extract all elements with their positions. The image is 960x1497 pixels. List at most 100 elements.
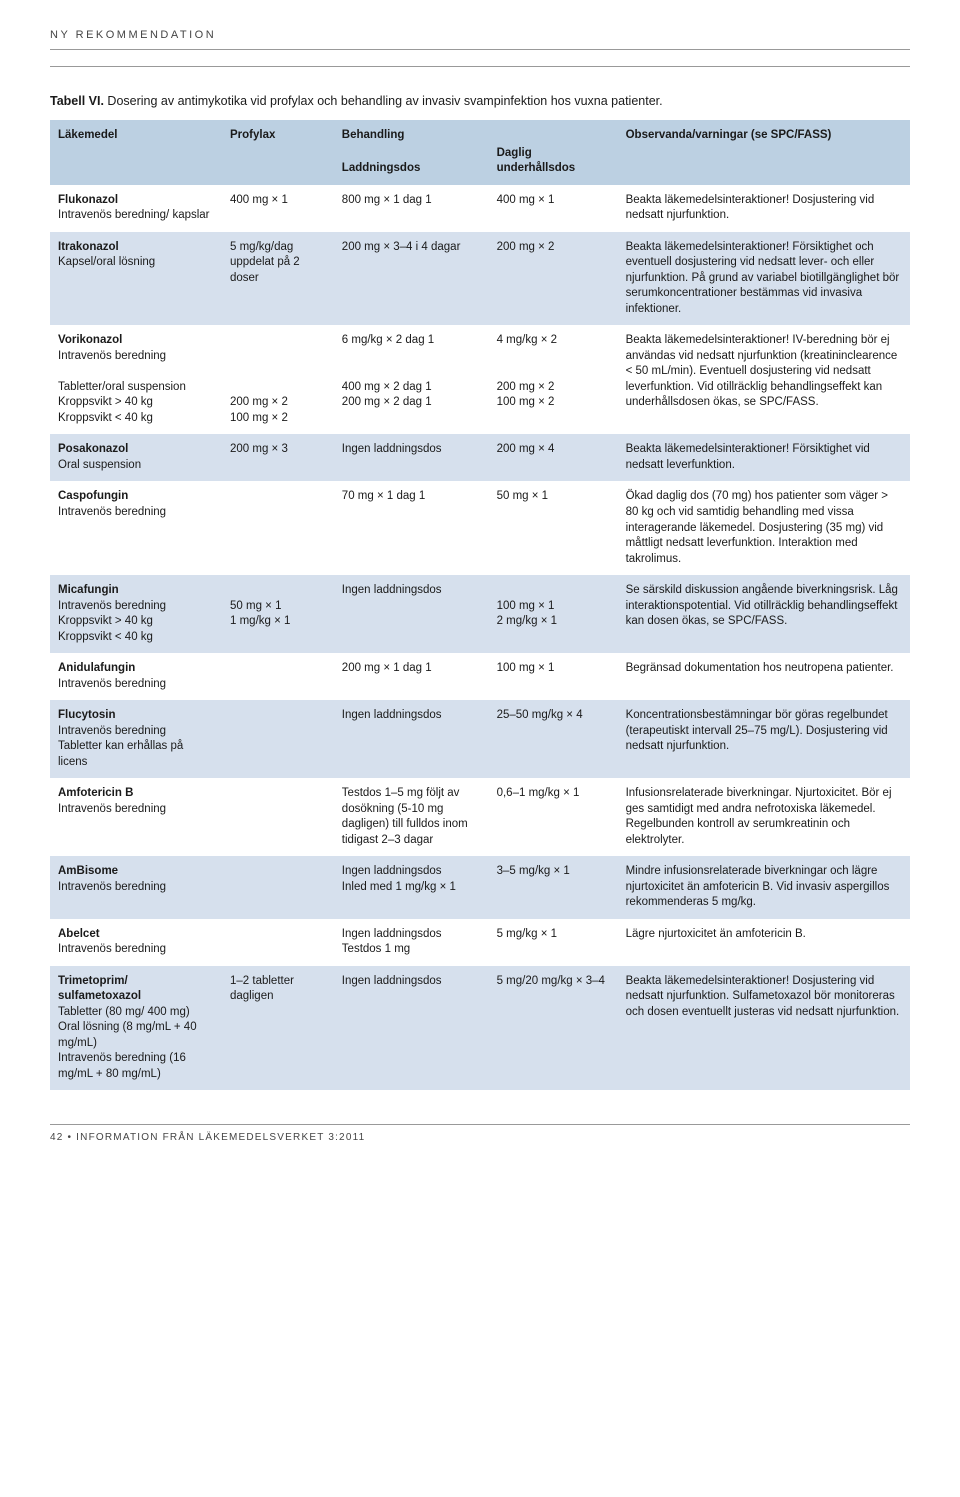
drug-name: Flukonazol — [58, 194, 118, 206]
cell-laddning: 70 mg × 1 dag 1 — [334, 481, 489, 575]
cell-obs: Begränsad dokumentation hos neutropena p… — [618, 653, 910, 700]
drug-name: AmBisome — [58, 865, 118, 877]
cell-drug: MicafunginIntravenös beredningKroppsvikt… — [50, 575, 222, 653]
cell-laddning: 200 mg × 1 dag 1 — [334, 653, 489, 700]
cell-laddning: Ingen laddningsdosTestdos 1 mg — [334, 919, 489, 966]
cell-underhall: 100 mg × 12 mg/kg × 1 — [489, 575, 618, 653]
cell-drug: Amfotericin B Intravenös beredning — [50, 778, 222, 856]
cell-obs: Beakta läkemedelsinteraktioner! Försikti… — [618, 434, 910, 481]
caption-text: Dosering av antimykotika vid profylax oc… — [104, 94, 663, 108]
cell-profylax: 1–2 tabletter dagligen — [222, 966, 334, 1091]
table-row: AmBisome Intravenös beredning Ingen laddni… — [50, 856, 910, 919]
cell-laddning: 6 mg/kg × 2 dag 1400 mg × 2 dag 1200 mg … — [334, 325, 489, 434]
table-row: Posakonazol Oral suspension 200 mg × 3Inge… — [50, 434, 910, 481]
th-obs: Observanda/varningar (se SPC/FASS) — [618, 120, 910, 185]
drug-name: Caspofungin — [58, 490, 128, 502]
drug-name: Posakonazol — [58, 443, 128, 455]
drug-sub: Intravenös beredning — [58, 803, 166, 815]
cell-obs: Beakta läkemedelsinteraktioner! Försikti… — [618, 232, 910, 326]
th-behandling: Behandling Laddningsdos — [334, 120, 489, 185]
cell-underhall: 200 mg × 4 — [489, 434, 618, 481]
cell-underhall: 100 mg × 1 — [489, 653, 618, 700]
th-behandling-top: Behandling — [342, 128, 481, 144]
drug-sub: Intravenös beredning — [58, 943, 166, 955]
table-row: Flucytosin Intravenös beredningTabletter … — [50, 700, 910, 778]
drug-sub: Oral suspension — [58, 459, 141, 471]
drug-sub: Intravenös beredningTabletter kan erhåll… — [58, 725, 183, 768]
table-row: Anidulafungin Intravenös beredning 200 mg … — [50, 653, 910, 700]
cell-laddning: Ingen laddningsdosInled med 1 mg/kg × 1 — [334, 856, 489, 919]
cell-underhall: 200 mg × 2 — [489, 232, 618, 326]
drug-name: Trimetoprim/sulfametoxazol — [58, 975, 141, 1003]
cell-obs: Beakta läkemedelsinteraktioner! IV-bered… — [618, 325, 910, 434]
table-caption: Tabell VI. Dosering av antimykotika vid … — [50, 93, 910, 110]
table-row: Amfotericin B Intravenös beredning Testdos… — [50, 778, 910, 856]
cell-drug: Flukonazol Intravenös beredning/ kapslar — [50, 185, 222, 232]
drug-name: Itrakonazol — [58, 241, 119, 253]
cell-underhall: 25–50 mg/kg × 4 — [489, 700, 618, 778]
running-header: NY REKOMMENDATION — [50, 28, 910, 50]
drug-name: Flucytosin — [58, 709, 116, 721]
drug-sub: Intravenös beredningKroppsvikt > 40 kgKr… — [58, 600, 166, 643]
th-daily: Daglig underhållsdos — [489, 120, 618, 185]
drug-sub: Intravenös beredning — [58, 506, 166, 518]
cell-drug: Vorikonazol Intravenös beredningTabletter… — [50, 325, 222, 434]
divider — [50, 66, 910, 67]
cell-underhall: 5 mg/kg × 1 — [489, 919, 618, 966]
drug-sub: Intravenös beredningTabletter/oral suspe… — [58, 350, 186, 424]
cell-obs: Beakta läkemedelsinteraktioner! Dosjuste… — [618, 966, 910, 1091]
cell-laddning: Ingen laddningsdos — [334, 966, 489, 1091]
cell-obs: Mindre infusionsrelaterade biverkningar … — [618, 856, 910, 919]
cell-profylax — [222, 856, 334, 919]
cell-profylax — [222, 653, 334, 700]
cell-underhall: 0,6–1 mg/kg × 1 — [489, 778, 618, 856]
cell-obs: Lägre njurtoxicitet än amfotericin B. — [618, 919, 910, 966]
drug-sub: Intravenös beredning/ kapslar — [58, 209, 210, 221]
table-row: Flukonazol Intravenös beredning/ kapslar 4… — [50, 185, 910, 232]
drug-name: Amfotericin B — [58, 787, 133, 799]
drug-sub: Kapsel/oral lösning — [58, 256, 155, 268]
cell-obs: Infusionsrelaterade biverkningar. Njurto… — [618, 778, 910, 856]
cell-obs: Koncentrationsbestämningar bör göras reg… — [618, 700, 910, 778]
cell-laddning: Ingen laddningsdos — [334, 575, 489, 653]
caption-label: Tabell VI. — [50, 94, 104, 108]
th-behandling-bottom: Laddningsdos — [342, 161, 481, 177]
cell-drug: Abelcet Intravenös beredning — [50, 919, 222, 966]
cell-profylax — [222, 919, 334, 966]
th-drug: Läkemedel — [50, 120, 222, 185]
drug-name: Abelcet — [58, 928, 100, 940]
cell-underhall: 400 mg × 1 — [489, 185, 618, 232]
drug-name: Vorikonazol — [58, 334, 122, 346]
cell-underhall: 3–5 mg/kg × 1 — [489, 856, 618, 919]
cell-laddning: Ingen laddningsdos — [334, 434, 489, 481]
drug-name: Anidulafungin — [58, 662, 135, 674]
cell-laddning: Testdos 1–5 mg följt av dosökning (5-10 … — [334, 778, 489, 856]
table-row: ItrakonazolKapsel/oral lösning5 mg/kg/da… — [50, 232, 910, 326]
cell-drug: AmBisome Intravenös beredning — [50, 856, 222, 919]
cell-profylax: 400 mg × 1 — [222, 185, 334, 232]
table-row: MicafunginIntravenös beredningKroppsvikt… — [50, 575, 910, 653]
table-row: Trimetoprim/sulfametoxazolTabletter (80 … — [50, 966, 910, 1091]
cell-laddning: 800 mg × 1 dag 1 — [334, 185, 489, 232]
cell-profylax: 50 mg × 11 mg/kg × 1 — [222, 575, 334, 653]
cell-drug: Itrakonazol Kapsel/oral lösning — [50, 232, 222, 326]
cell-profylax — [222, 700, 334, 778]
table-row: Abelcet Intravenös beredning Ingen laddnin… — [50, 919, 910, 966]
cell-drug: Trimetoprim/sulfametoxazolTabletter (80 … — [50, 966, 222, 1091]
cell-drug: Flucytosin Intravenös beredningTabletter … — [50, 700, 222, 778]
cell-obs: Ökad daglig dos (70 mg) hos patienter so… — [618, 481, 910, 575]
table-header-row: Läkemedel Profylax Behandling Laddningsd… — [50, 120, 910, 185]
cell-drug: Caspofungin Intravenös beredning — [50, 481, 222, 575]
table-row: Vorikonazol Intravenös beredningTabletter… — [50, 325, 910, 434]
cell-laddning: Ingen laddningsdos — [334, 700, 489, 778]
cell-underhall: 50 mg × 1 — [489, 481, 618, 575]
drug-sub: Intravenös beredning — [58, 678, 166, 690]
cell-underhall: 4 mg/kg × 2200 mg × 2100 mg × 2 — [489, 325, 618, 434]
page-footer: 42 • INFORMATION FRÅN LÄKEMEDELSVERKET 3… — [50, 1124, 910, 1145]
drug-sub: Intravenös beredning — [58, 881, 166, 893]
th-profylax: Profylax — [222, 120, 334, 185]
cell-obs: Beakta läkemedelsinteraktioner! Dosjuste… — [618, 185, 910, 232]
cell-profylax: 200 mg × 3 — [222, 434, 334, 481]
cell-drug: Anidulafungin Intravenös beredning — [50, 653, 222, 700]
cell-laddning: 200 mg × 3–4 i 4 dagar — [334, 232, 489, 326]
